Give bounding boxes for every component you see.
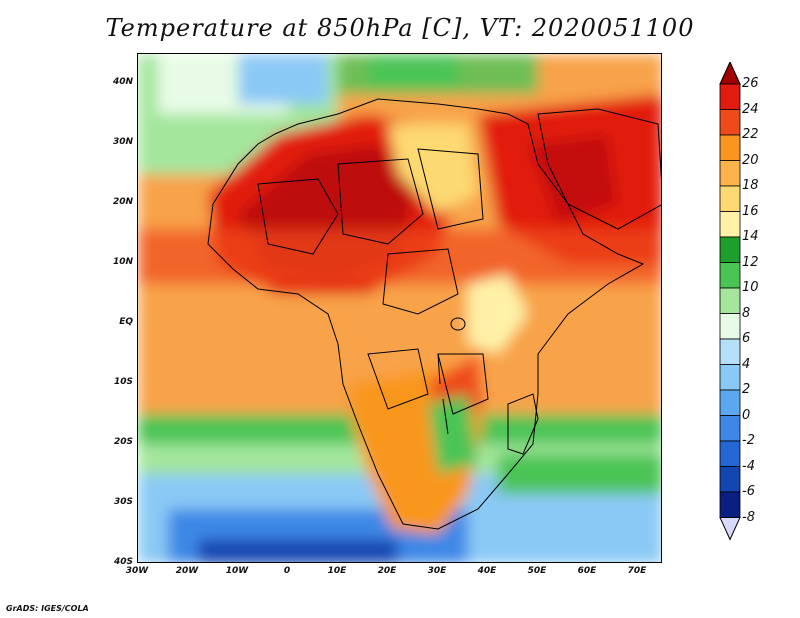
- lat-tick-label: EQ: [119, 317, 133, 327]
- lat-tick-label: 20S: [113, 437, 133, 447]
- colorbar-cell: [719, 134, 741, 161]
- colorbar-label: 16: [742, 203, 759, 219]
- color-scale-bar: [719, 62, 741, 541]
- lakes: [437, 317, 466, 435]
- colorbar-cell: [719, 364, 741, 391]
- colorbar-cell: [719, 185, 741, 212]
- lat-tick-label: 40S: [113, 557, 133, 567]
- lon-tick-label: 20E: [377, 566, 397, 576]
- colorbar-label: -2: [742, 433, 755, 448]
- lon-tick-label: 10E: [327, 566, 347, 576]
- lon-tick-label: 30E: [427, 566, 447, 576]
- lat-tick-label: 30S: [113, 497, 133, 507]
- colorbar-cell: [719, 287, 741, 314]
- colorbar-cell: [719, 160, 741, 187]
- colorbar-label: 24: [742, 101, 759, 117]
- lon-tick-label: 30W: [125, 566, 149, 576]
- lon-tick-label: 60E: [577, 566, 597, 576]
- colorbar-label: 12: [742, 254, 759, 270]
- colorbar-cell: [719, 236, 741, 263]
- colorbar-cell: [719, 415, 741, 442]
- colorbar-cell: [719, 491, 741, 518]
- lon-tick-label: 50E: [527, 566, 547, 576]
- colorbar-cell: [719, 83, 741, 110]
- temperature-field: [138, 54, 661, 562]
- lon-tick-label: 40E: [477, 566, 497, 576]
- lat-tick-label: 10N: [112, 257, 133, 267]
- colorbar-label: 2: [742, 382, 751, 397]
- colorbar-label: -8: [742, 509, 755, 525]
- colorbar-label: 0: [742, 407, 751, 423]
- colorbar-bottom-arrow: [719, 517, 741, 541]
- colorbar-label: 26: [742, 76, 759, 91]
- colorbar-cell: [719, 466, 741, 493]
- colorbar-label: -4: [742, 458, 755, 474]
- chart-title: Temperature at 850hPa [C], VT: 202005110…: [105, 14, 695, 42]
- lon-tick-label: 70E: [627, 566, 647, 576]
- colorbar-cell: [719, 338, 741, 365]
- colorbar-cell: [719, 389, 741, 416]
- colorbar-label: 6: [742, 331, 751, 346]
- colorbar-label: 20: [742, 152, 759, 168]
- lon-tick-label: 10W: [225, 566, 249, 576]
- colorbar-label: 4: [742, 356, 751, 372]
- colorbar-label: 18: [742, 178, 759, 193]
- colorbar-label: 8: [742, 305, 751, 321]
- colorbar-cell: [719, 313, 741, 340]
- lat-tick-label: 30N: [112, 137, 133, 147]
- colorbar-cell: [719, 109, 741, 136]
- colorbar-cell: [719, 211, 741, 238]
- colorbar-label: 10: [742, 280, 759, 295]
- credit-text: GrADS: IGES/COLA: [6, 604, 89, 613]
- colorbar-label: 22: [742, 127, 759, 142]
- colorbar-cell: [719, 440, 741, 467]
- lat-tick-label: 10S: [113, 377, 133, 387]
- temperature-map: [137, 53, 662, 563]
- colorbar-top-arrow: [719, 62, 741, 85]
- coastlines: [207, 98, 661, 530]
- colorbar-label: 14: [742, 229, 759, 244]
- lon-tick-label: 0: [283, 566, 291, 576]
- lat-tick-label: 20N: [112, 197, 133, 207]
- colorbar-cell: [719, 262, 741, 289]
- colorbar-label: -6: [742, 484, 755, 499]
- lat-tick-label: 40N: [112, 77, 133, 87]
- lon-tick-label: 20W: [175, 566, 199, 576]
